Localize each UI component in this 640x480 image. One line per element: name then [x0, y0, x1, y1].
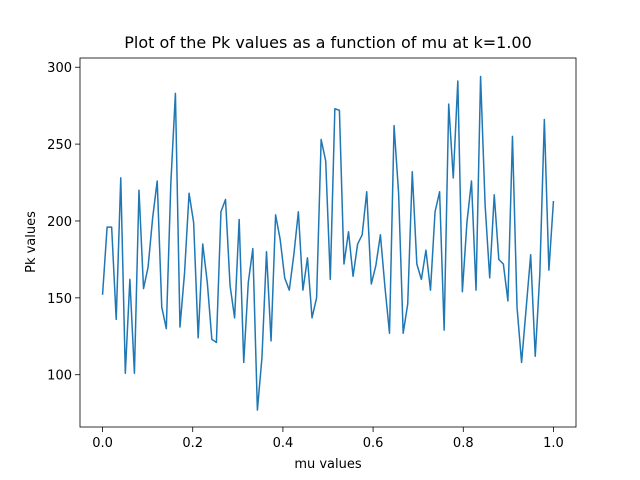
x-tick-label: 0.2	[182, 436, 203, 451]
chart-title: Plot of the Pk values as a function of m…	[124, 33, 532, 52]
y-tick-label: 300	[47, 61, 72, 76]
x-tick-label: 1.0	[543, 436, 564, 451]
y-tick-label: 100	[47, 369, 72, 384]
x-tick-label: 0.8	[453, 436, 474, 451]
axes-frame	[79, 57, 577, 428]
y-tick-label: 200	[47, 215, 72, 230]
y-tick-label: 150	[47, 292, 72, 307]
x-axis-label: mu values	[294, 457, 362, 472]
data-line	[101, 75, 555, 411]
x-tick-label: 0.0	[92, 436, 113, 451]
y-tick-label: 250	[47, 138, 72, 153]
x-tick-label: 0.6	[363, 436, 384, 451]
x-tick-label: 0.4	[273, 436, 294, 451]
y-axis-label: Pk values	[24, 211, 39, 273]
